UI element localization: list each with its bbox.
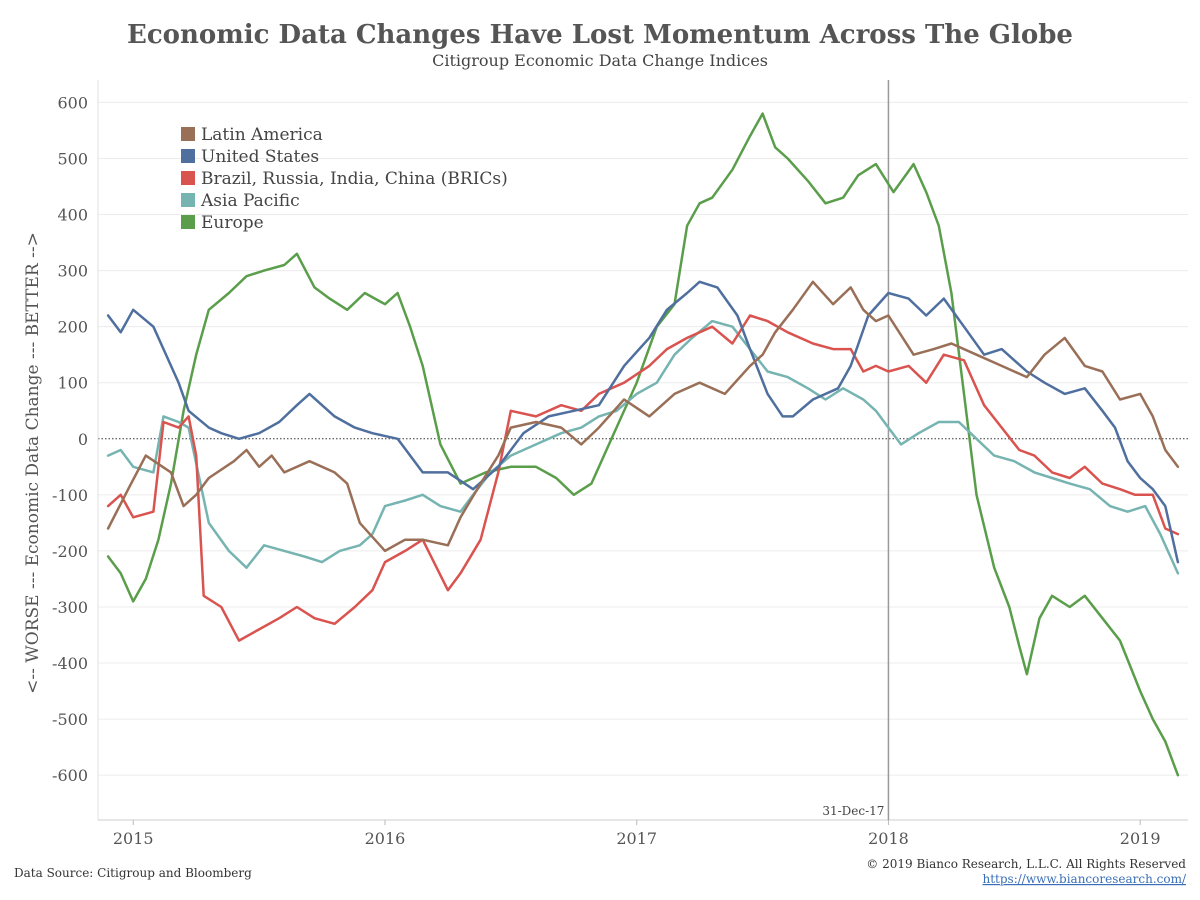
vline-label: 31-Dec-17 <box>822 804 884 818</box>
x-tick-label: 2017 <box>616 829 657 848</box>
legend-swatch <box>181 171 195 185</box>
data-source: Data Source: Citigroup and Bloomberg <box>14 866 252 880</box>
series-line-united-states <box>106 280 1180 564</box>
legend-swatch <box>181 193 195 207</box>
y-tick-label: 300 <box>57 262 88 281</box>
legend-swatch <box>181 127 195 141</box>
y-tick-label: 400 <box>57 206 88 225</box>
x-tick-label: 2015 <box>113 829 154 848</box>
series-line-europe <box>106 112 1180 777</box>
copyright: © 2019 Bianco Research, L.L.C. All Right… <box>866 857 1186 871</box>
chart-subtitle: Citigroup Economic Data Change Indices <box>432 51 768 70</box>
y-tick-label: 600 <box>57 93 88 112</box>
series-group <box>106 112 1180 777</box>
y-tick-label: 200 <box>57 318 88 337</box>
y-tick-label: -600 <box>52 766 88 785</box>
y-tick-label: 0 <box>78 430 88 449</box>
x-tick-label: 2019 <box>1120 829 1161 848</box>
y-tick-label: 500 <box>57 149 88 168</box>
legend-swatch <box>181 215 195 229</box>
axes: 600 500 400 300 200 100 0 -100 -200 -300 -400 -500 -… <box>52 80 1188 848</box>
y-tick-label: -400 <box>52 654 88 673</box>
y-tick-label: 100 <box>57 374 88 393</box>
reference-line: 31-Dec-17 <box>822 80 890 820</box>
series-line-asia-pacific <box>106 319 1180 575</box>
legend-label: United States <box>201 147 319 167</box>
series-line-latin-america <box>106 280 1180 553</box>
legend-label: Latin America <box>201 125 323 145</box>
legend-label: Europe <box>201 213 264 233</box>
y-tick-label: -100 <box>52 486 88 505</box>
x-tick-label: 2018 <box>868 829 909 848</box>
legend-label: Brazil, Russia, India, China (BRICs) <box>201 169 508 189</box>
legend-swatch <box>181 149 195 163</box>
website-link[interactable]: https://www.biancoresearch.com/ <box>982 872 1186 886</box>
chart-title: Economic Data Changes Have Lost Momentum… <box>127 20 1073 50</box>
y-tick-label: -300 <box>52 598 88 617</box>
y-axis-label: <-- WORSE --- Economic Data Change --- B… <box>23 232 43 694</box>
x-tick-label: 2016 <box>365 829 406 848</box>
y-tick-label: -200 <box>52 542 88 561</box>
grid <box>98 101 1188 776</box>
legend-label: Asia Pacific <box>200 191 300 211</box>
y-tick-label: -500 <box>52 710 88 729</box>
series-line-brazil-russia-india-china-brics <box>106 314 1180 642</box>
